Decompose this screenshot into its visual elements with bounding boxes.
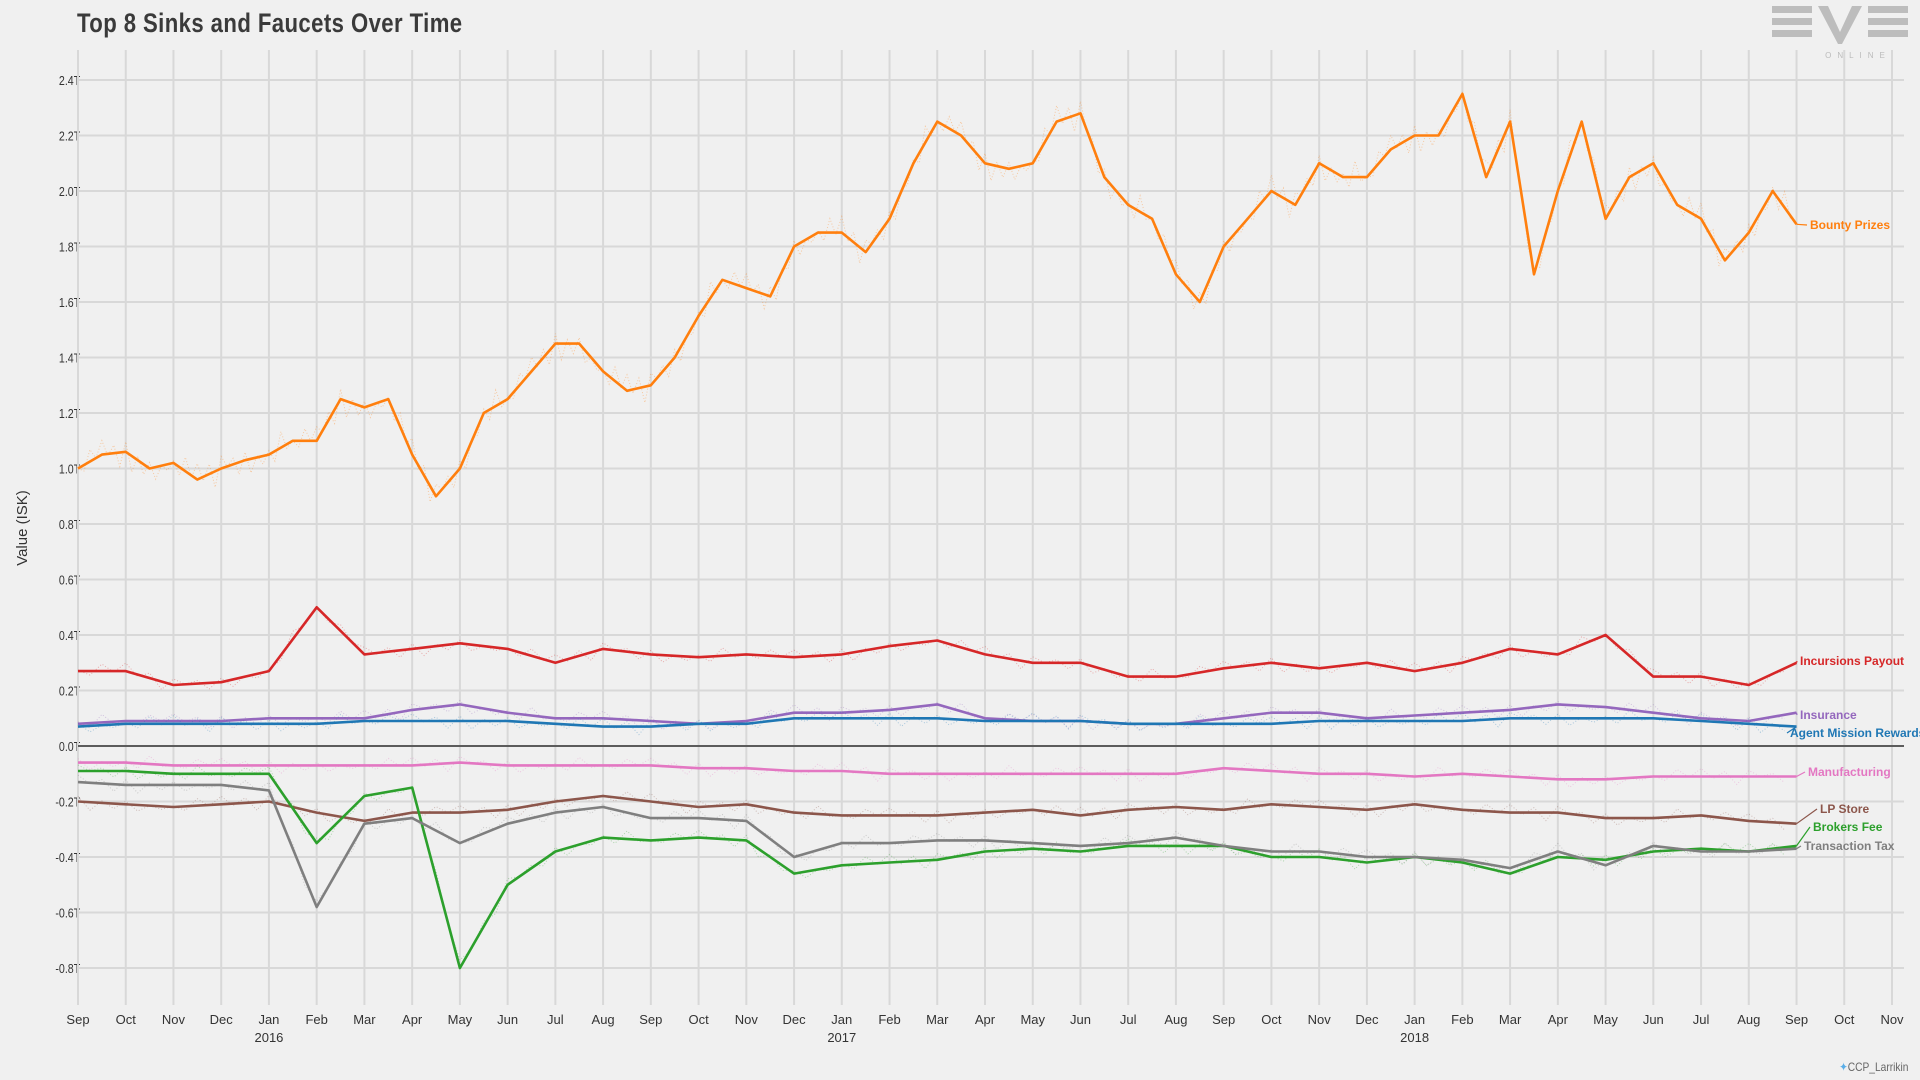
series-label-leader [1796,808,1818,825]
x-tick-label: Jul [1693,1012,1710,1027]
x-tick-label: Jan [831,1012,852,1027]
x-tick-label: Aug [1737,1012,1760,1027]
x-tick-label: Nov [1308,1012,1332,1027]
series-line-incursions-payout [78,606,1798,687]
y-tick-label: 0.2T [59,683,80,698]
x-tick-label: Sep [639,1012,662,1027]
x-year-label: 2017 [827,1030,856,1045]
x-tick-label: Dec [782,1012,806,1027]
y-tick-label: 2.0T [59,184,80,199]
x-tick-label: Nov [162,1012,186,1027]
x-tick-label: Jul [547,1012,564,1027]
x-tick-label: Feb [1451,1012,1473,1027]
x-tick-label: Nov [735,1012,759,1027]
series-label: Transaction Tax [1804,839,1895,853]
x-tick-label: Dec [210,1012,234,1027]
svg-text:ONLINE: ONLINE [1825,51,1891,60]
x-tick-label: Jul [1120,1012,1137,1027]
series-label: Incursions Payout [1800,654,1904,668]
y-tick-label: -0.8T [55,961,80,976]
x-tick-label: May [1020,1012,1045,1027]
credit-handle: CCP_Larrikin [1847,1060,1908,1074]
y-tick-label: 0.4T [59,628,80,643]
x-tick-label: Apr [1548,1012,1569,1027]
x-tick-label: Feb [305,1012,327,1027]
series-line-brokers-fee [78,769,1797,970]
y-tick-label: 2.2T [59,128,80,143]
x-tick-label: Jun [1070,1012,1091,1027]
series-line-agent-mission-rewards [77,717,1797,728]
y-tick-label: -0.2T [55,794,80,809]
x-tick-label: Jun [1643,1012,1664,1027]
x-tick-label: Nov [1880,1012,1904,1027]
x-tick-label: May [1593,1012,1618,1027]
twitter-bird-icon: ✦ [1838,1060,1848,1074]
series-label: Agent Mission Rewards [1790,726,1920,740]
series-label: Insurance [1800,708,1857,722]
eve-online-logo: ONLINE [1772,6,1908,60]
x-tick-label: Mar [926,1012,949,1027]
y-tick-label: 0.0T [59,739,80,754]
x-tick-label: Aug [1164,1012,1187,1027]
y-axis-title: Value (ISK) [14,490,31,566]
series-label: Brokers Fee [1813,820,1883,834]
series-noise-bounty-prizes [77,91,1792,502]
y-tick-label: 0.6T [59,572,80,587]
x-tick-label: Mar [353,1012,376,1027]
x-tick-label: Oct [1261,1012,1282,1027]
y-tick-label: 1.8T [59,239,80,254]
x-year-label: 2016 [254,1030,283,1045]
y-tick-label: 2.4T [59,73,80,88]
series-label-leader [1786,726,1797,734]
y-tick-label: -0.4T [55,850,80,865]
series-line-bounty-prizes [77,92,1798,498]
series-label: Bounty Prizes [1810,218,1890,232]
x-tick-label: Jan [258,1012,279,1027]
series-line-insurance [77,703,1797,726]
x-tick-label: Sep [1785,1012,1808,1027]
series-label: Manufacturing [1808,765,1891,779]
series-line-lp-store [77,794,1797,825]
series-label-leader [1796,826,1811,847]
x-tick-label: Oct [116,1012,137,1027]
x-tick-label: Oct [1834,1012,1855,1027]
x-tick-label: Aug [592,1012,615,1027]
series-label-leader [1796,223,1808,226]
x-tick-label: Sep [1212,1012,1235,1027]
y-tick-label: 1.6T [59,295,80,310]
x-tick-label: Apr [402,1012,423,1027]
y-tick-label: 0.8T [59,517,80,532]
x-tick-label: Oct [688,1012,709,1027]
y-tick-label: 1.0T [59,461,80,476]
credit: ✦CCP_Larrikin [1839,1060,1908,1074]
y-tick-label: 1.4T [59,350,80,365]
x-tick-label: Sep [66,1012,89,1027]
series-label-leader [1796,845,1802,850]
x-tick-label: Jun [497,1012,518,1027]
x-tick-label: Feb [878,1012,900,1027]
series-line-transaction-tax [77,780,1797,909]
y-tick-label: 1.2T [59,406,80,421]
x-tick-label: Mar [1499,1012,1522,1027]
chart-title: Top 8 Sinks and Faucets Over Time [77,8,463,38]
x-tick-label: Dec [1355,1012,1379,1027]
x-tick-label: Apr [975,1012,996,1027]
series-label: LP Store [1820,802,1869,816]
x-tick-label: May [448,1012,473,1027]
x-tick-label: Jan [1404,1012,1425,1027]
series-noise-transaction-tax [77,774,1785,902]
series-label-leader [1796,771,1806,778]
series-noise-incursions-payout [77,606,1785,691]
series-noise-manufacturing [77,755,1785,788]
x-year-label: 2018 [1400,1030,1429,1045]
series-line-manufacturing [78,761,1797,781]
y-tick-label: -0.6T [55,905,80,920]
